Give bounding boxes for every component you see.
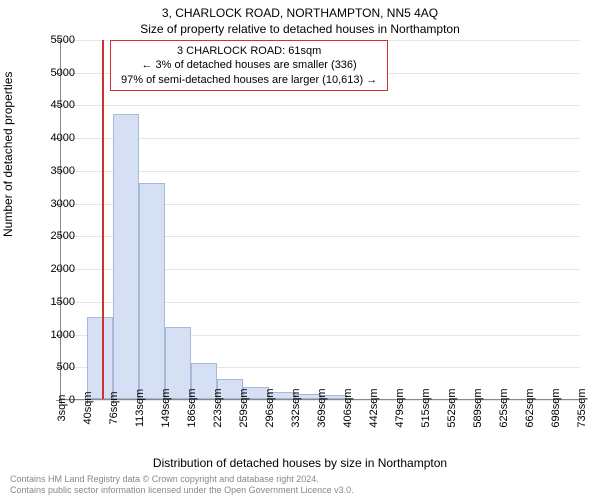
histogram-bar xyxy=(113,114,139,399)
y-tick-label: 3500 xyxy=(35,165,75,177)
x-tick-label: 296sqm xyxy=(264,388,276,427)
x-tick-label: 149sqm xyxy=(160,388,172,427)
gridline xyxy=(61,105,580,106)
y-tick-label: 3000 xyxy=(35,198,75,210)
x-tick-label: 735sqm xyxy=(576,388,588,427)
y-tick-label: 4000 xyxy=(35,132,75,144)
x-tick-label: 259sqm xyxy=(238,388,250,427)
x-tick-label: 662sqm xyxy=(524,388,536,427)
address-title: 3, CHARLOCK ROAD, NORTHAMPTON, NN5 4AQ xyxy=(0,6,600,20)
histogram-bar xyxy=(87,317,113,399)
x-tick-label: 552sqm xyxy=(446,388,458,427)
y-tick-label: 0 xyxy=(35,394,75,406)
annotation-line2: ← 3% of detached houses are smaller (336… xyxy=(121,58,377,72)
x-tick-label: 589sqm xyxy=(472,388,484,427)
x-tick-label: 479sqm xyxy=(394,388,406,427)
y-tick-label: 2000 xyxy=(35,263,75,275)
chart-subtitle: Size of property relative to detached ho… xyxy=(0,22,600,36)
histogram-bar xyxy=(139,183,165,399)
x-tick-label: 515sqm xyxy=(420,388,432,427)
footer-line1: Contains HM Land Registry data © Crown c… xyxy=(10,474,354,485)
y-tick-label: 1500 xyxy=(35,296,75,308)
footer-attribution: Contains HM Land Registry data © Crown c… xyxy=(10,474,354,496)
y-tick-label: 5500 xyxy=(35,34,75,46)
x-tick-label: 442sqm xyxy=(368,388,380,427)
annotation-line3: 97% of semi-detached houses are larger (… xyxy=(121,73,377,87)
marker-line xyxy=(102,40,104,399)
histogram-plot xyxy=(60,40,580,400)
y-tick-label: 500 xyxy=(35,361,75,373)
annotation-box: 3 CHARLOCK ROAD: 61sqm ← 3% of detached … xyxy=(110,40,388,91)
x-tick-label: 698sqm xyxy=(550,388,562,427)
x-tick-label: 76sqm xyxy=(108,391,120,424)
x-tick-label: 40sqm xyxy=(82,391,94,424)
x-tick-label: 625sqm xyxy=(498,388,510,427)
x-tick-label: 113sqm xyxy=(134,389,146,427)
y-axis-label: Number of detached properties xyxy=(1,72,15,237)
x-tick-label: 369sqm xyxy=(316,388,328,427)
footer-line2: Contains public sector information licen… xyxy=(10,485,354,496)
y-tick-label: 4500 xyxy=(35,99,75,111)
x-tick-label: 406sqm xyxy=(342,388,354,427)
x-axis-label: Distribution of detached houses by size … xyxy=(0,456,600,470)
x-tick-label: 3sqm xyxy=(56,395,68,422)
annotation-line1: 3 CHARLOCK ROAD: 61sqm xyxy=(121,44,377,58)
x-tick-label: 186sqm xyxy=(186,388,198,427)
y-tick-label: 5000 xyxy=(35,67,75,79)
y-tick-label: 1000 xyxy=(35,329,75,341)
x-tick-label: 332sqm xyxy=(290,388,302,427)
x-tick-label: 223sqm xyxy=(212,388,224,427)
y-tick-label: 2500 xyxy=(35,230,75,242)
